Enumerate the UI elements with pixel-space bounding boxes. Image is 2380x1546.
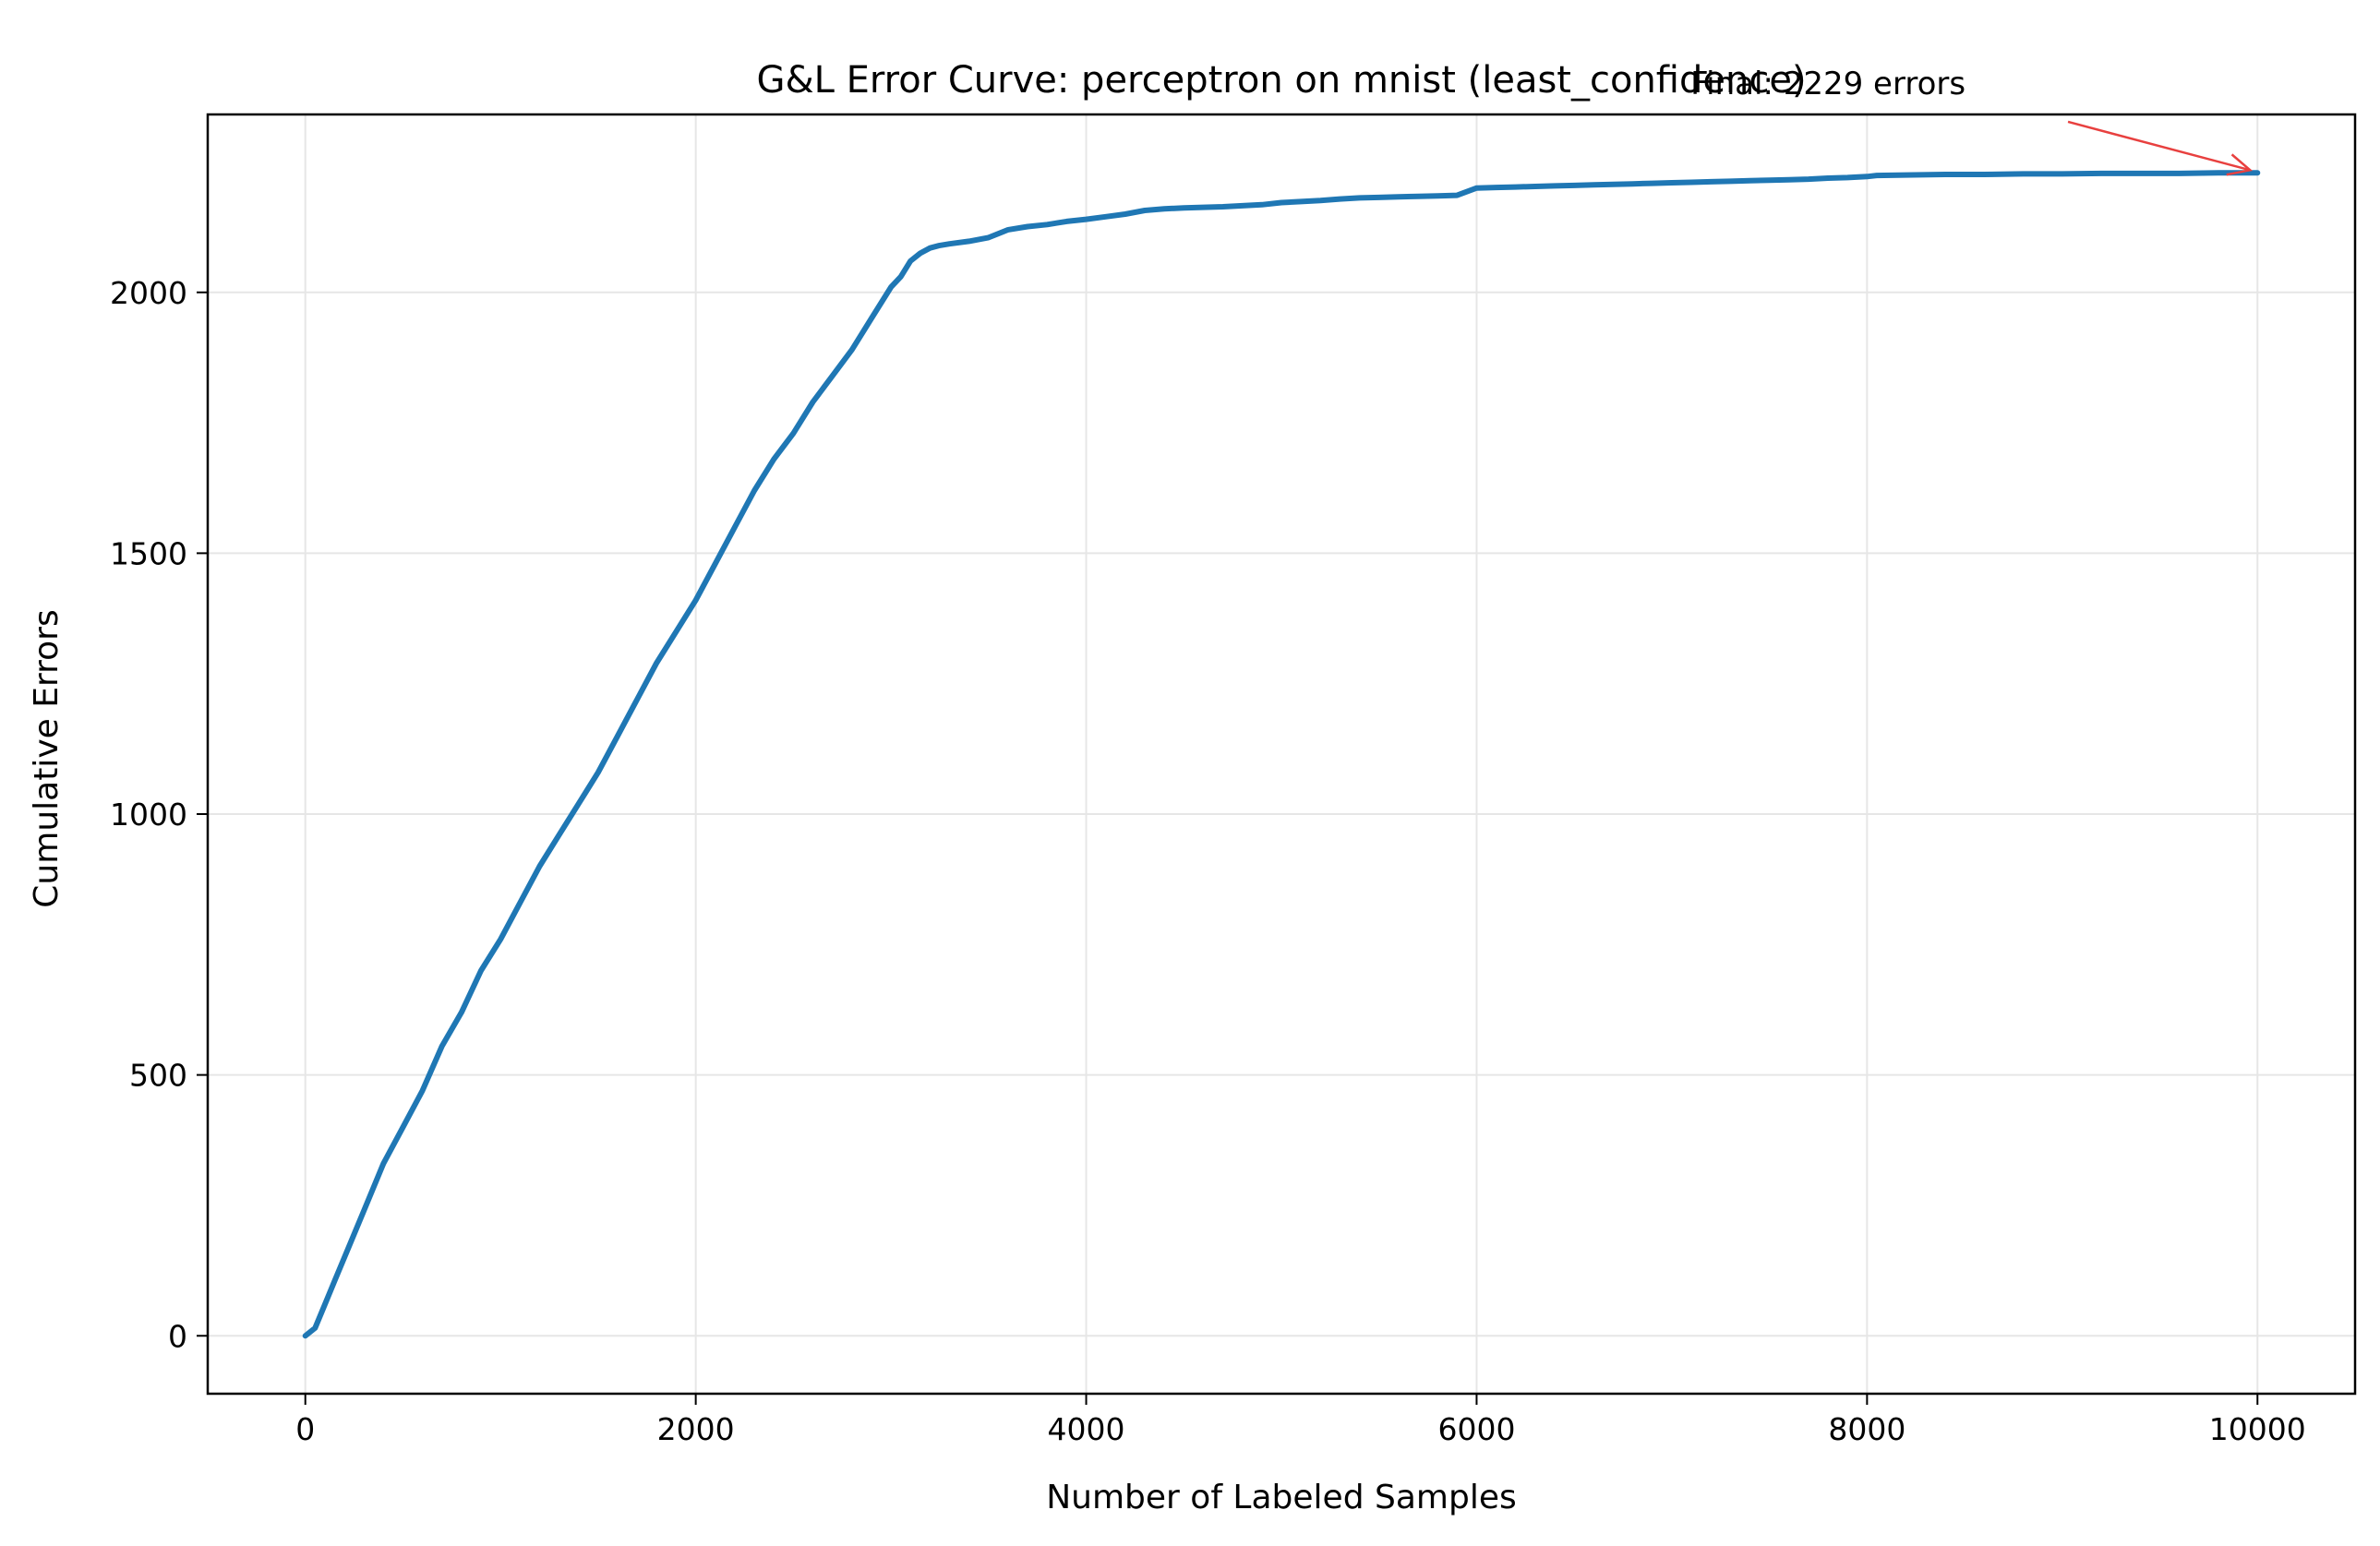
- x-tick-label-4: 8000: [1828, 1411, 1905, 1447]
- annotation-label: Final: 2229 errors: [1690, 66, 1965, 102]
- y-tick-label-4: 2000: [110, 275, 187, 311]
- y-tick-label-2: 1000: [110, 797, 187, 833]
- grid-layer: [208, 114, 2355, 1394]
- annotation-layer: Final: 2229 errors: [1690, 66, 2254, 176]
- axes-layer: [206, 113, 2357, 1396]
- x-tick-label-2: 4000: [1048, 1411, 1125, 1447]
- chart-title: G&L Error Curve: perceptron on mnist (le…: [756, 59, 1806, 102]
- series-layer: [302, 170, 2261, 1339]
- series-line-0: [302, 170, 2261, 1339]
- x-axis-label: Number of Labeled Samples: [1046, 1479, 1517, 1516]
- y-tick-label-1: 500: [129, 1058, 187, 1094]
- x-tick-label-1: 2000: [657, 1411, 735, 1447]
- y-tick-label-0: 0: [168, 1318, 187, 1354]
- ticks-layer: 0 2000 4000 6000 8000 10000 0 500 1000 1500 2000: [110, 275, 2306, 1447]
- annotation-arrow-line: [2067, 120, 2251, 172]
- x-tick-label-5: 10000: [2209, 1411, 2306, 1447]
- annotation-arrow-head: [2226, 153, 2254, 176]
- x-tick-label-3: 6000: [1437, 1411, 1515, 1447]
- y-axis-label: Cumulative Errors: [28, 609, 66, 907]
- y-tick-label-3: 1500: [110, 535, 187, 571]
- plot-frame: [206, 113, 2357, 1396]
- x-tick-label-0: 0: [295, 1411, 315, 1447]
